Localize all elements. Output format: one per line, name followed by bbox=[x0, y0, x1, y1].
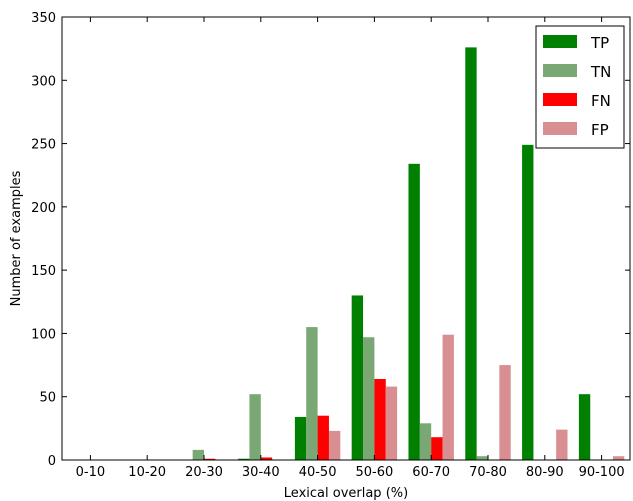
x-tick-label: 40-50 bbox=[299, 465, 337, 480]
bar-tp-80-90 bbox=[522, 144, 534, 460]
legend-label-fn: FN bbox=[591, 92, 611, 110]
bar-fp-40-50 bbox=[328, 430, 341, 460]
plot-frame bbox=[61, 16, 631, 461]
x-axis-label: Lexical overlap (%) bbox=[284, 486, 408, 501]
bar-tp-30-40 bbox=[238, 458, 250, 460]
legend: TP TN FN FP bbox=[535, 25, 625, 149]
x-tick-label: 50-60 bbox=[356, 465, 394, 480]
bar-tn-40-50 bbox=[306, 327, 318, 460]
bar-fn-20-30 bbox=[204, 458, 216, 460]
y-tick-label: 0 bbox=[48, 454, 56, 469]
y-tick-label: 100 bbox=[31, 327, 56, 342]
bar-tn-70-80 bbox=[476, 456, 488, 460]
bar-fn-50-60 bbox=[374, 378, 386, 460]
legend-label-tp: TP bbox=[590, 34, 609, 52]
bar-tp-90-100 bbox=[578, 394, 591, 460]
y-axis-label: Number of examples bbox=[9, 170, 24, 306]
legend-swatch-fn bbox=[543, 93, 577, 106]
bar-fp-90-100 bbox=[612, 456, 625, 460]
legend-label-tn: TN bbox=[590, 63, 611, 81]
bar-tp-60-70 bbox=[408, 163, 420, 460]
bar-tn-30-40 bbox=[249, 394, 261, 460]
x-tick-label: 20-30 bbox=[185, 465, 223, 480]
bar-tp-50-60 bbox=[351, 295, 364, 460]
x-tick-label: 70-80 bbox=[469, 465, 507, 480]
bars-group bbox=[192, 47, 625, 461]
bar-fp-70-80 bbox=[499, 365, 511, 460]
bar-tp-70-80 bbox=[465, 47, 477, 461]
legend-swatch-tp bbox=[543, 35, 577, 48]
bar-tn-20-30 bbox=[192, 449, 204, 460]
x-tick-label: 60-70 bbox=[412, 465, 450, 480]
bar-fp-60-70 bbox=[442, 334, 454, 460]
y-tick-label: 200 bbox=[31, 201, 56, 216]
legend-swatch-fp bbox=[543, 122, 577, 135]
y-tick-label: 250 bbox=[31, 138, 56, 153]
y-tick-label: 350 bbox=[31, 11, 56, 26]
legend-swatch-tn bbox=[543, 64, 577, 77]
bar-fn-60-70 bbox=[431, 437, 443, 460]
legend-label-fp: FP bbox=[591, 121, 609, 139]
y-tick-labels: 0 50 100 150 200 250 300 350 bbox=[31, 11, 56, 469]
y-tick-label: 300 bbox=[31, 74, 56, 89]
x-tick-labels: 0-10 10-20 20-30 30-40 40-50 50-60 60-70 70-80 8… bbox=[76, 465, 625, 480]
bar-tp-40-50 bbox=[294, 416, 307, 460]
x-tick-label: 0-10 bbox=[76, 465, 106, 480]
bar-fp-80-90 bbox=[556, 429, 568, 460]
y-tick-label: 150 bbox=[31, 264, 56, 279]
x-tick-label: 80-90 bbox=[526, 465, 564, 480]
ticks-group bbox=[62, 16, 630, 461]
bar-tn-60-70 bbox=[419, 423, 432, 460]
bar-tn-50-60 bbox=[363, 337, 375, 460]
x-tick-label: 90-100 bbox=[579, 465, 625, 480]
bar-fn-30-40 bbox=[260, 457, 273, 460]
x-tick-label: 10-20 bbox=[128, 465, 166, 480]
bar-fn-40-50 bbox=[317, 415, 329, 460]
x-tick-label: 30-40 bbox=[242, 465, 280, 480]
y-tick-label: 50 bbox=[39, 391, 56, 406]
bar-fp-50-60 bbox=[385, 386, 398, 460]
